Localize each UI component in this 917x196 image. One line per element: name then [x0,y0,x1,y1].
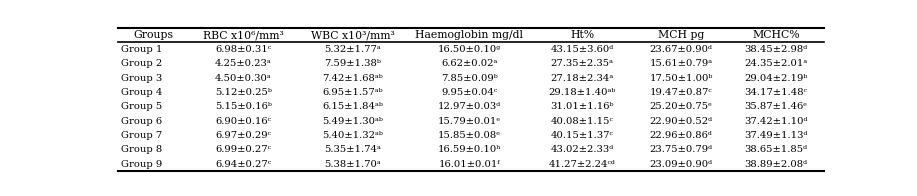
Text: Groups: Groups [134,30,173,40]
Text: Group 1: Group 1 [121,45,162,54]
Text: Ht%: Ht% [570,30,594,40]
Text: 6.90±0.16ᶜ: 6.90±0.16ᶜ [215,117,271,126]
Text: 37.49±1.13ᵈ: 37.49±1.13ᵈ [745,131,808,140]
Text: 17.50±1.00ᵇ: 17.50±1.00ᵇ [649,74,713,83]
Text: 5.49±1.30ᵃᵇ: 5.49±1.30ᵃᵇ [323,117,383,126]
Text: 5.15±0.16ᵇ: 5.15±0.16ᵇ [215,102,271,111]
Text: 15.79±0.01ᵉ: 15.79±0.01ᵉ [437,117,501,126]
Text: Haemoglobin mg/dl: Haemoglobin mg/dl [415,30,524,40]
Text: 27.35±2.35ᵃ: 27.35±2.35ᵃ [551,59,613,68]
Text: 5.32±1.77ᵃ: 5.32±1.77ᵃ [325,45,381,54]
Text: 29.04±2.19ᵇ: 29.04±2.19ᵇ [745,74,808,83]
Text: 6.98±0.31ᶜ: 6.98±0.31ᶜ [215,45,271,54]
Text: 37.42±1.10ᵈ: 37.42±1.10ᵈ [745,117,808,126]
Text: 7.85±0.09ᵇ: 7.85±0.09ᵇ [441,74,498,83]
Text: 22.96±0.86ᵈ: 22.96±0.86ᵈ [649,131,713,140]
Text: 31.01±1.16ᵇ: 31.01±1.16ᵇ [550,102,613,111]
Text: Group 7: Group 7 [121,131,162,140]
Text: 9.95±0.04ᶜ: 9.95±0.04ᶜ [441,88,497,97]
Text: 5.38±1.70ᵃ: 5.38±1.70ᵃ [325,160,381,169]
Text: 43.15±3.60ᵈ: 43.15±3.60ᵈ [550,45,613,54]
Text: 4.25±0.23ᵃ: 4.25±0.23ᵃ [215,59,271,68]
Text: 40.15±1.37ᶜ: 40.15±1.37ᶜ [551,131,613,140]
Text: 23.09±0.90ᵈ: 23.09±0.90ᵈ [649,160,713,169]
Text: 29.18±1.40ᵃᵇ: 29.18±1.40ᵃᵇ [548,88,616,97]
Text: Group 9: Group 9 [121,160,162,169]
Text: 16.59±0.10ʰ: 16.59±0.10ʰ [437,145,501,154]
Text: 19.47±0.87ᶜ: 19.47±0.87ᶜ [649,88,713,97]
Text: 6.97±0.29ᶜ: 6.97±0.29ᶜ [215,131,271,140]
Text: 7.59±1.38ᵇ: 7.59±1.38ᵇ [325,59,381,68]
Text: 15.61±0.79ᵃ: 15.61±0.79ᵃ [649,59,713,68]
Text: 24.35±2.01ᵃ: 24.35±2.01ᵃ [745,59,808,68]
Text: Group 5: Group 5 [121,102,162,111]
Text: WBC x10³/mm³: WBC x10³/mm³ [311,30,394,40]
Text: 12.97±0.03ᵈ: 12.97±0.03ᵈ [437,102,501,111]
Text: 27.18±2.34ᵃ: 27.18±2.34ᵃ [550,74,613,83]
Text: 5.35±1.74ᵃ: 5.35±1.74ᵃ [325,145,381,154]
Text: 22.90±0.52ᵈ: 22.90±0.52ᵈ [649,117,713,126]
Text: Group 2: Group 2 [121,59,162,68]
Text: 16.01±0.01ᶠ: 16.01±0.01ᶠ [438,160,500,169]
Text: 40.08±1.15ᶜ: 40.08±1.15ᶜ [551,117,613,126]
Text: 7.42±1.68ᵃᵇ: 7.42±1.68ᵃᵇ [323,74,383,83]
Text: 4.50±0.30ᵃ: 4.50±0.30ᵃ [215,74,271,83]
Text: 41.27±2.24ᶜᵈ: 41.27±2.24ᶜᵈ [548,160,615,169]
Text: 23.67±0.90ᵈ: 23.67±0.90ᵈ [649,45,713,54]
Text: 15.85±0.08ᵉ: 15.85±0.08ᵉ [437,131,501,140]
Text: 35.87±1.46ᵉ: 35.87±1.46ᵉ [745,102,808,111]
Text: 43.02±2.33ᵈ: 43.02±2.33ᵈ [550,145,613,154]
Text: MCHC%: MCHC% [753,30,800,40]
Text: RBC x10⁶/mm³: RBC x10⁶/mm³ [203,30,284,40]
Text: 16.50±0.10ᵍ: 16.50±0.10ᵍ [437,45,501,54]
Text: 25.20±0.75ᵉ: 25.20±0.75ᵉ [649,102,713,111]
Text: Group 4: Group 4 [121,88,162,97]
Text: 23.75±0.79ᵈ: 23.75±0.79ᵈ [649,145,713,154]
Text: 6.94±0.27ᶜ: 6.94±0.27ᶜ [215,160,271,169]
Text: 5.40±1.32ᵃᵇ: 5.40±1.32ᵃᵇ [323,131,383,140]
Text: 38.45±2.98ᵈ: 38.45±2.98ᵈ [745,45,808,54]
Text: 38.89±2.08ᵈ: 38.89±2.08ᵈ [745,160,808,169]
Text: 6.99±0.27ᶜ: 6.99±0.27ᶜ [215,145,271,154]
Text: 6.62±0.02ᵃ: 6.62±0.02ᵃ [441,59,497,68]
Text: 38.65±1.85ᵈ: 38.65±1.85ᵈ [745,145,808,154]
Text: MCH pg: MCH pg [657,30,704,40]
Text: 6.95±1.57ᵃᵇ: 6.95±1.57ᵃᵇ [323,88,383,97]
Text: 34.17±1.48ᶜ: 34.17±1.48ᶜ [745,88,808,97]
Text: 6.15±1.84ᵃᵇ: 6.15±1.84ᵃᵇ [323,102,383,111]
Text: Group 3: Group 3 [121,74,162,83]
Text: Group 8: Group 8 [121,145,162,154]
Text: 5.12±0.25ᵇ: 5.12±0.25ᵇ [215,88,271,97]
Text: Group 6: Group 6 [121,117,162,126]
